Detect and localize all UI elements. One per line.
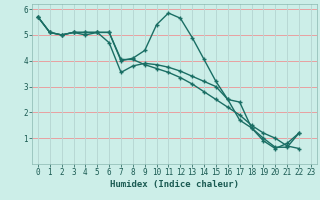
X-axis label: Humidex (Indice chaleur): Humidex (Indice chaleur) <box>110 180 239 189</box>
